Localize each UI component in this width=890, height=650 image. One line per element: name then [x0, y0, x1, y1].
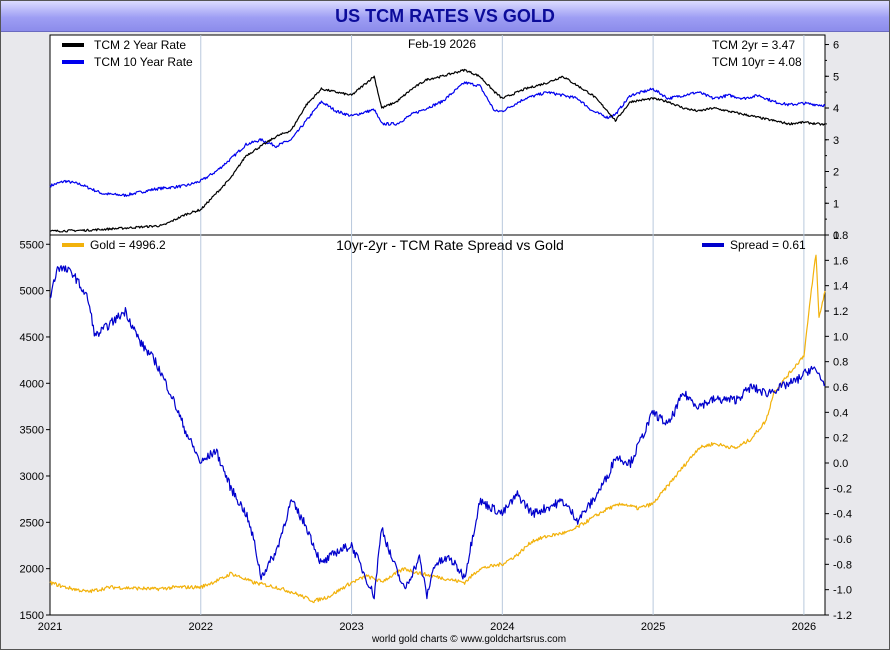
x-tick-label: 2023: [339, 621, 363, 633]
x-tick-label: 2022: [189, 621, 213, 633]
left-y-tick-label: 5000: [20, 286, 44, 298]
top-y-tick-label: 4: [833, 103, 839, 115]
footer-credit: world gold charts © www.goldchartsrus.co…: [371, 634, 566, 645]
spread-line: [49, 265, 826, 600]
top-y-tick-label: 6: [833, 40, 839, 52]
left-y-tick-label: 4000: [20, 378, 44, 390]
legend-label-tcm2: TCM 2 Year Rate: [94, 38, 186, 52]
bottom-plot-area: [49, 234, 826, 616]
tcm2-line: [49, 68, 826, 233]
left-y-tick-label: 2000: [20, 564, 44, 576]
right-y-tick-label: 0.4: [833, 407, 848, 419]
tcm10-line: [49, 81, 826, 197]
left-y-tick-label: 3500: [20, 425, 44, 437]
left-y-tick-label: 2500: [20, 517, 44, 529]
right-y-tick-label: 1.8: [833, 230, 848, 242]
right-y-tick-label: 0.6: [833, 382, 848, 394]
left-y-tick-label: 4500: [20, 332, 44, 344]
right-y-tick-label: -0.2: [833, 483, 852, 495]
right-y-tick-label: -1.0: [833, 585, 852, 597]
left-y-tick-label: 5500: [20, 239, 44, 251]
right-y-tick-label: 0.8: [833, 357, 848, 369]
top-y-tick-label: 5: [833, 71, 839, 83]
right-y-tick-label: -1.2: [833, 610, 852, 622]
right-y-tick-label: -0.4: [833, 509, 852, 521]
legend-label-gold: Gold = 4996.2: [90, 238, 166, 252]
bottom-chart-title: 10yr-2yr - TCM Rate Spread vs Gold: [336, 237, 564, 253]
current-value-tcm10: TCM 10yr = 4.08: [712, 55, 802, 69]
x-tick-label: 2021: [38, 621, 62, 633]
right-y-tick-label: 1.0: [833, 331, 848, 343]
top-plot-area: [49, 34, 826, 236]
legend-label-spread: Spread = 0.61: [730, 238, 806, 252]
right-y-tick-label: -0.8: [833, 559, 852, 571]
top-y-tick-label: 2: [833, 167, 839, 179]
right-y-tick-label: 0.0: [833, 458, 848, 470]
right-y-tick-label: 1.6: [833, 255, 848, 267]
top-y-tick-label: 1: [833, 198, 839, 210]
right-y-tick-label: 1.2: [833, 306, 848, 318]
right-y-tick-label: -0.6: [833, 534, 852, 546]
title-bar: US TCM RATES VS GOLD: [1, 1, 889, 32]
gold-line: [49, 254, 826, 604]
right-y-tick-label: 0.2: [833, 433, 848, 445]
date-label: Feb-19 2026: [408, 37, 476, 51]
x-tick-label: 2025: [641, 621, 665, 633]
right-y-tick-label: 1.4: [833, 281, 848, 293]
x-tick-label: 2024: [490, 621, 514, 633]
chart-title: US TCM RATES VS GOLD: [335, 6, 555, 26]
current-value-tcm2: TCM 2yr = 3.47: [712, 38, 795, 52]
x-tick-label: 2026: [792, 621, 816, 633]
top-y-tick-label: 3: [833, 135, 839, 147]
left-y-tick-label: 1500: [20, 610, 44, 622]
top-y-tick-label: 0: [833, 230, 839, 242]
left-y-tick-label: 3000: [20, 471, 44, 483]
legend-label-tcm10: TCM 10 Year Rate: [94, 55, 193, 69]
